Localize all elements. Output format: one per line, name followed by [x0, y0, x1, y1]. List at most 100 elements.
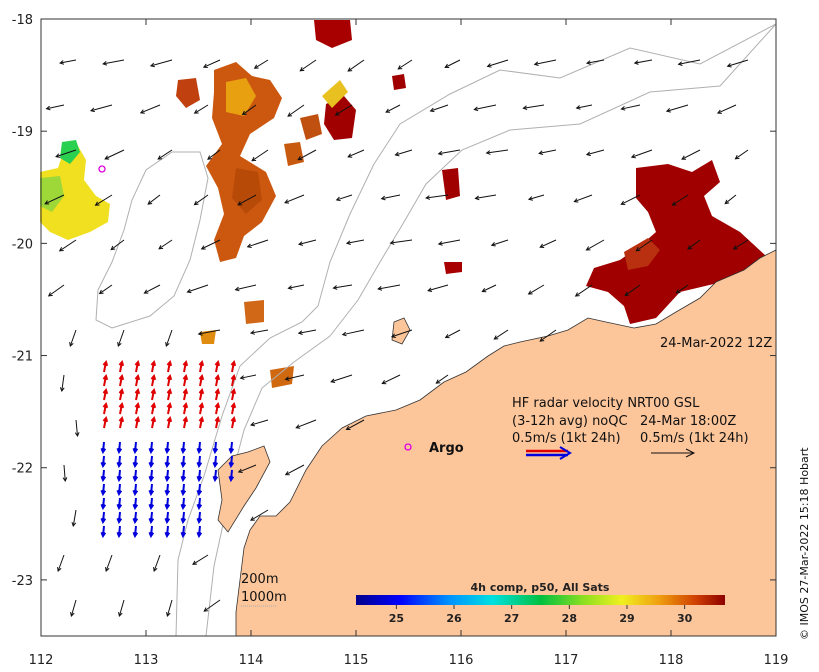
current-vector [200, 239, 221, 250]
radar-vector-blue [132, 511, 139, 525]
radar-vector-blue [148, 525, 155, 539]
radar-vector-red [118, 359, 125, 373]
current-vector [153, 554, 161, 572]
radar-vector-red [230, 415, 237, 429]
colorbar-tick-label: 29 [619, 612, 634, 625]
radar-vector-blue [164, 483, 171, 497]
current-vector [538, 149, 557, 156]
scale-label-radar: 0.5m/s (1kt 24h) [512, 431, 621, 446]
radar-vector-blue [164, 511, 171, 525]
hf-radar-vectors [100, 359, 237, 539]
radar-vector-red [134, 415, 141, 429]
radar-vector-blue [196, 455, 203, 469]
radar-avg-label: (3-12h avg) noQC [512, 414, 628, 429]
radar-vector-blue [164, 455, 171, 469]
current-vector [298, 239, 317, 246]
current-vector [474, 194, 497, 201]
current-vector [57, 554, 65, 572]
current-vector [104, 149, 125, 160]
current-vector [681, 149, 701, 160]
radar-vector-blue [164, 497, 171, 511]
sst-patch-yellow-mid [322, 80, 348, 108]
radar-vector-red [198, 415, 205, 429]
radar-vector-blue [180, 511, 187, 525]
current-vector [237, 464, 257, 473]
current-vector [69, 329, 77, 347]
radar-vector-red [134, 373, 141, 387]
plot-frame [40, 18, 777, 637]
current-vector [147, 194, 161, 205]
radar-vector-blue [196, 469, 203, 483]
current-vector [429, 104, 449, 113]
current-vector [444, 329, 461, 339]
current-vector [284, 464, 305, 476]
radar-vector-blue [100, 455, 107, 469]
radar-vector-red [182, 359, 189, 373]
current-vector [377, 284, 401, 291]
current-vector [117, 329, 125, 347]
current-vector [575, 104, 593, 110]
current-vector [299, 59, 317, 72]
copyright-label: © IMOS 27-Mar-2022 15:18 Hobart [798, 447, 811, 640]
current-vector [330, 374, 353, 383]
current-vector [241, 104, 257, 116]
current-vectors [44, 59, 749, 618]
x-tick-label: 112 [29, 653, 54, 668]
radar-vector-blue [196, 511, 203, 525]
current-vector [192, 554, 209, 565]
y-tick-label: -19 [12, 125, 33, 140]
radar-vector-blue [116, 497, 123, 511]
radar-vector-blue [180, 497, 187, 511]
radar-vector-blue [164, 469, 171, 483]
colorbar-tick-label: 27 [504, 612, 519, 625]
sst-patch-red-east-small [442, 168, 460, 200]
current-vector [143, 284, 161, 294]
radar-vector-red [214, 401, 221, 415]
current-vector [345, 239, 365, 245]
current-vector [437, 149, 461, 156]
radar-vector-red [118, 401, 125, 415]
radar-time-label: 24-Mar 18:00Z [640, 414, 736, 429]
radar-vector-blue [100, 525, 107, 539]
current-vector [98, 284, 113, 295]
radar-vector-blue [132, 483, 139, 497]
radar-vector-red [118, 415, 125, 429]
current-vector [251, 149, 269, 162]
current-vector [444, 59, 461, 69]
current-vector [624, 284, 641, 297]
radar-vector-blue [100, 483, 107, 497]
radar-vector-red [102, 387, 109, 401]
current-vector [165, 329, 173, 347]
sst-patch-small-1 [176, 78, 200, 108]
current-vector [284, 194, 305, 204]
radar-vector-blue [212, 455, 219, 469]
current-vector [527, 194, 545, 201]
current-vector [250, 509, 269, 521]
radar-vector-blue [212, 441, 219, 455]
radar-vector-red [214, 359, 221, 373]
current-vector [397, 59, 413, 70]
x-tick-label: 114 [239, 653, 264, 668]
x-tick-label: 117 [554, 653, 579, 668]
radar-vector-blue [164, 525, 171, 539]
radar-vector-red [214, 387, 221, 401]
sst-patch-orange-central [206, 62, 282, 262]
radar-vector-red [198, 401, 205, 415]
current-vector [157, 149, 173, 160]
radar-vector-blue [100, 441, 107, 455]
radar-vector-red [214, 415, 221, 429]
current-vector [297, 149, 317, 161]
sst-patch-red-speck [392, 74, 406, 90]
current-vector [675, 284, 689, 294]
colorbar-tick-label: 26 [446, 612, 462, 625]
current-vector [533, 59, 557, 67]
radar-vector-red [150, 387, 157, 401]
radar-vector-red [102, 401, 109, 415]
isobath-label-1000: 1000m [241, 590, 287, 605]
radar-vector-red [198, 359, 205, 373]
radar-vector-blue [148, 469, 155, 483]
current-vector [105, 554, 113, 572]
current-vector [335, 194, 353, 202]
current-vector [635, 239, 653, 252]
current-vector [59, 374, 65, 393]
